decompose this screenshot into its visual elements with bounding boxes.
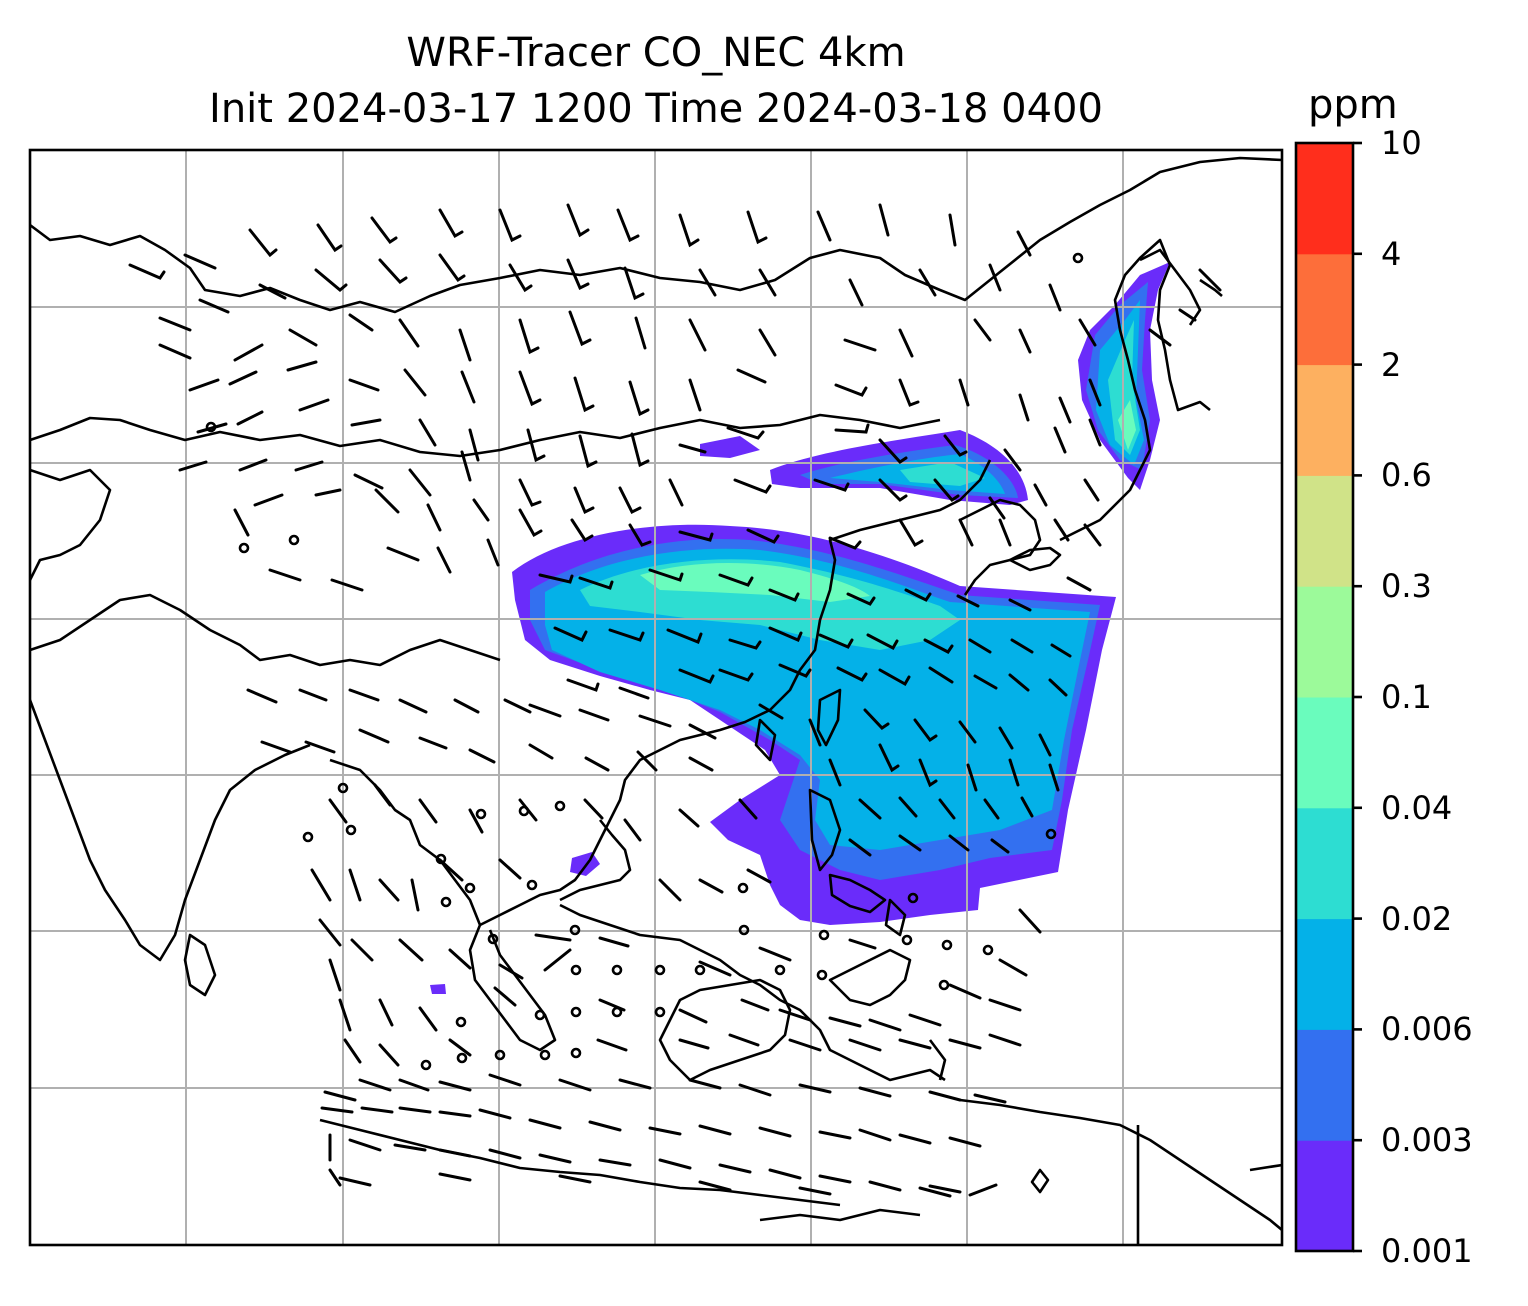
colorbar-tick-label: 0.006	[1381, 1010, 1473, 1049]
colorbar-segment	[1296, 1140, 1353, 1252]
colorbar-segments	[1296, 143, 1353, 1252]
map-gridlines	[30, 150, 1282, 1245]
chart-title-line2: Init 2024-03-17 1200 Time 2024-03-18 040…	[209, 86, 1103, 132]
colorbar	[1294, 141, 1362, 1253]
colorbar-unit-label: ppm	[1308, 82, 1398, 128]
colorbar-segment	[1296, 807, 1353, 920]
chart-title-line1: WRF-Tracer CO_NEC 4km	[406, 30, 906, 76]
colorbar-segment	[1296, 586, 1353, 698]
colorbar-tick-label: 0.003	[1381, 1121, 1473, 1160]
colorbar-segment	[1296, 253, 1353, 366]
wind-barbs-plume	[528, 626, 1072, 857]
colorbar-tick-label: 0.3	[1381, 567, 1432, 606]
map-frame	[28, 148, 1284, 1247]
colorbar-tick-label: 4	[1381, 234, 1402, 273]
colorbar-tick-label: 2	[1381, 345, 1402, 384]
colorbar-segment	[1296, 475, 1353, 587]
colorbar-tick-label: 0.6	[1381, 456, 1432, 495]
colorbar-tick-label: 0.02	[1381, 899, 1453, 938]
colorbar-segment	[1296, 697, 1353, 809]
colorbar-ticks	[1353, 141, 1362, 1253]
colorbar-segment	[1296, 143, 1353, 255]
calm-wind-circles	[205, 252, 1084, 1071]
wind-barbs	[128, 203, 1222, 1198]
coastlines	[30, 156, 1282, 1245]
wind-barbs-north	[128, 203, 1222, 362]
colorbar-tick-label: 0.04	[1381, 788, 1453, 827]
colorbar-segment	[1296, 1029, 1353, 1141]
colorbar-tick-label: 10	[1381, 124, 1422, 162]
colorbar-tick-label: 0.001	[1381, 1232, 1473, 1270]
colorbar-tick-label: 0.1	[1381, 678, 1432, 716]
colorbar-segment	[1296, 364, 1353, 476]
colorbar-segment	[1296, 918, 1353, 1030]
co-tracer-plume	[430, 262, 1170, 994]
wind-barbs-central	[178, 360, 1102, 612]
